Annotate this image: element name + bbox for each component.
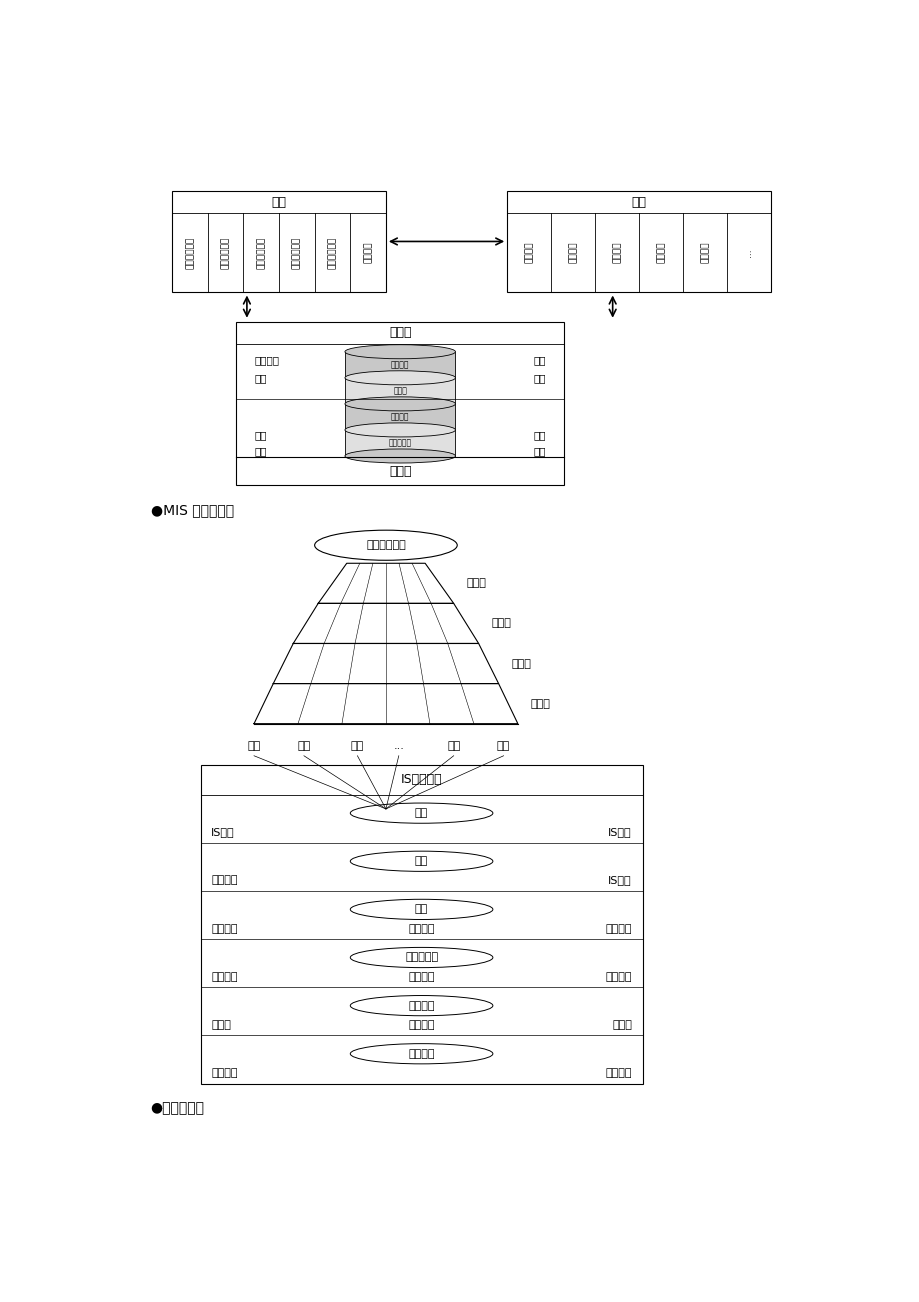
Text: 数据资源: 数据资源 bbox=[408, 1001, 435, 1010]
Text: 应用信息系统: 应用信息系统 bbox=[366, 540, 405, 551]
Text: 软环境: 软环境 bbox=[389, 327, 411, 340]
Text: 组织文化: 组织文化 bbox=[408, 923, 435, 934]
Ellipse shape bbox=[345, 449, 455, 464]
Text: 销售: 销售 bbox=[247, 741, 260, 751]
Ellipse shape bbox=[345, 345, 455, 359]
Text: 系统分析人员: 系统分析人员 bbox=[221, 237, 230, 268]
Text: 基础设施: 基础设施 bbox=[408, 1048, 435, 1059]
Text: 最终用户: 最终用户 bbox=[363, 242, 372, 263]
Text: 制造: 制造 bbox=[297, 741, 311, 751]
Bar bbox=[345, 404, 455, 430]
Text: 网络管理: 网络管理 bbox=[524, 242, 533, 263]
Text: 元数据: 元数据 bbox=[392, 387, 407, 396]
Text: 战略: 战略 bbox=[414, 857, 427, 866]
Text: 人员: 人员 bbox=[414, 809, 427, 818]
Text: 项目管理: 项目管理 bbox=[612, 242, 621, 263]
Text: 数据管理人员: 数据管理人员 bbox=[256, 237, 266, 268]
Text: 人事: 人事 bbox=[496, 741, 510, 751]
Text: 通信: 通信 bbox=[533, 430, 546, 440]
Text: IS用户: IS用户 bbox=[211, 827, 234, 837]
Ellipse shape bbox=[350, 852, 493, 871]
Text: IS专家: IS专家 bbox=[607, 827, 631, 837]
Text: 系统管理人员: 系统管理人员 bbox=[327, 237, 336, 268]
Text: 机器: 机器 bbox=[254, 430, 267, 440]
Text: 管理层: 管理层 bbox=[491, 618, 511, 629]
Text: 应用: 应用 bbox=[533, 354, 546, 365]
Text: ...: ... bbox=[393, 741, 403, 751]
Text: 财务: 财务 bbox=[350, 741, 364, 751]
Text: 网络管理人员: 网络管理人员 bbox=[292, 237, 301, 268]
Text: 硬件平台: 硬件平台 bbox=[211, 1068, 237, 1078]
Text: 安全管理: 安全管理 bbox=[699, 242, 709, 263]
Text: 数据环境: 数据环境 bbox=[391, 361, 409, 370]
Ellipse shape bbox=[314, 530, 457, 560]
Text: 组织战略: 组织战略 bbox=[211, 875, 237, 885]
Ellipse shape bbox=[350, 900, 493, 919]
Text: 主题数据库: 主题数据库 bbox=[388, 439, 412, 448]
Text: 软件平台: 软件平台 bbox=[605, 1068, 631, 1078]
Ellipse shape bbox=[350, 803, 493, 823]
Text: 数据管理: 数据管理 bbox=[568, 242, 577, 263]
Text: IS战略: IS战略 bbox=[607, 875, 631, 885]
Text: IS基础部分: IS基础部分 bbox=[401, 773, 442, 786]
Text: 硬环境: 硬环境 bbox=[389, 465, 411, 478]
Text: 管理流程: 管理流程 bbox=[605, 971, 631, 982]
Text: 知识层: 知识层 bbox=[511, 659, 531, 668]
Text: 软件: 软件 bbox=[533, 372, 546, 383]
Text: ●金字塔结构: ●金字塔结构 bbox=[151, 1101, 204, 1116]
Text: 软件: 软件 bbox=[254, 372, 267, 383]
Text: 供应: 供应 bbox=[447, 741, 460, 751]
Bar bbox=[236, 322, 563, 486]
Bar bbox=[345, 352, 455, 378]
Text: 职能分工: 职能分工 bbox=[605, 923, 631, 934]
Text: 数据仓库: 数据仓库 bbox=[408, 1019, 435, 1030]
Bar bbox=[345, 430, 455, 456]
Text: 人员: 人员 bbox=[271, 195, 286, 208]
Text: 知识库: 知识库 bbox=[611, 1019, 631, 1030]
Text: ...: ... bbox=[743, 249, 753, 256]
Text: 设备: 设备 bbox=[254, 447, 267, 456]
Bar bbox=[200, 764, 641, 1083]
Text: ●MIS 的体系结构: ●MIS 的体系结构 bbox=[151, 503, 233, 517]
Text: 网络: 网络 bbox=[533, 447, 546, 456]
Ellipse shape bbox=[350, 996, 493, 1016]
Text: 系统支持: 系统支持 bbox=[254, 354, 278, 365]
Text: 管理职能: 管理职能 bbox=[408, 971, 435, 982]
Text: 作业层: 作业层 bbox=[530, 699, 550, 708]
Ellipse shape bbox=[350, 1044, 493, 1064]
Ellipse shape bbox=[345, 423, 455, 437]
Text: 数据库: 数据库 bbox=[211, 1019, 231, 1030]
Text: 战略层: 战略层 bbox=[466, 578, 486, 589]
Text: 数据仓库: 数据仓库 bbox=[391, 413, 409, 422]
Text: 组织: 组织 bbox=[414, 905, 427, 914]
Bar bbox=[345, 378, 455, 404]
Ellipse shape bbox=[350, 948, 493, 967]
Text: 管理和决策: 管理和决策 bbox=[404, 953, 437, 962]
Bar bbox=[506, 191, 770, 292]
Text: 管理模式: 管理模式 bbox=[211, 971, 237, 982]
Text: 运行管理: 运行管理 bbox=[656, 242, 664, 263]
Text: 系统规划人员: 系统规划人员 bbox=[185, 237, 194, 268]
Text: 管理: 管理 bbox=[630, 195, 646, 208]
Bar bbox=[172, 191, 386, 292]
Ellipse shape bbox=[345, 397, 455, 411]
Text: 组织机构: 组织机构 bbox=[211, 923, 237, 934]
Ellipse shape bbox=[345, 371, 455, 385]
